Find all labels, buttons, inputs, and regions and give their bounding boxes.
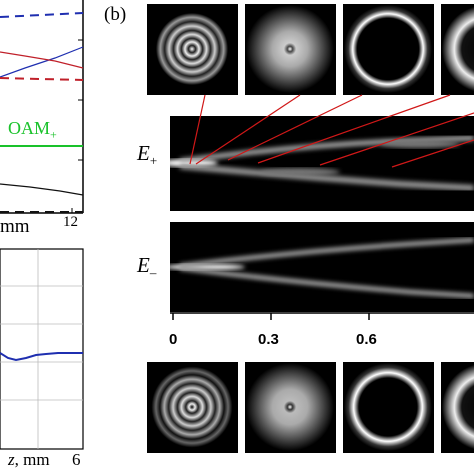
single-ring-icon	[344, 363, 432, 451]
bottom-x-label: z, mm	[8, 450, 50, 469]
thumb-bottom-1	[147, 362, 238, 453]
bottom-x-tick: 6	[72, 450, 81, 469]
thumb-bottom-2	[245, 362, 336, 453]
soft-ring-dot-icon	[246, 363, 334, 451]
z-axis	[170, 312, 474, 320]
thumb-bottom-3	[343, 362, 434, 453]
multi-ring-icon	[148, 5, 236, 93]
black-solid-line	[0, 183, 84, 196]
e-minus-beam	[170, 237, 474, 299]
left-bottom-plot-lines	[0, 248, 84, 450]
e-minus-strip	[170, 222, 474, 312]
e-plus-label: E+	[137, 141, 158, 169]
oam-label: OAM+	[8, 118, 57, 142]
multi-ring-icon	[148, 363, 236, 451]
single-ring-icon	[344, 5, 432, 93]
panel-b-label: (b)	[104, 4, 127, 25]
thumb-top-1	[147, 4, 238, 95]
blue-solid-line	[0, 46, 84, 78]
e-plus-strip	[170, 116, 474, 211]
red-solid-line	[0, 51, 84, 69]
wide-ring-icon	[442, 364, 474, 450]
left-bottom-plot: z, mm 6	[0, 248, 96, 469]
z-tick-0: 0	[169, 331, 178, 348]
thumb-bottom-4	[441, 362, 474, 453]
z-tick-2: 0.6	[356, 331, 377, 348]
thumb-top-3	[343, 4, 434, 95]
wide-ring-icon	[442, 6, 474, 92]
soft-ring-dot-icon	[246, 5, 334, 93]
e-minus-label: E–	[137, 253, 157, 281]
left-top-plot-lines	[0, 0, 84, 214]
z-tick-1: 0.3	[258, 331, 279, 348]
blue-curve	[0, 352, 83, 362]
thumb-top-2	[245, 4, 336, 95]
left-top-plot: OAM+	[0, 0, 96, 215]
thumb-top-4	[441, 4, 474, 95]
e-plus-beam	[170, 135, 474, 191]
connector-lines	[189, 94, 474, 168]
top-x-unit: mm	[0, 216, 30, 237]
top-x-tick: 12	[63, 214, 78, 230]
